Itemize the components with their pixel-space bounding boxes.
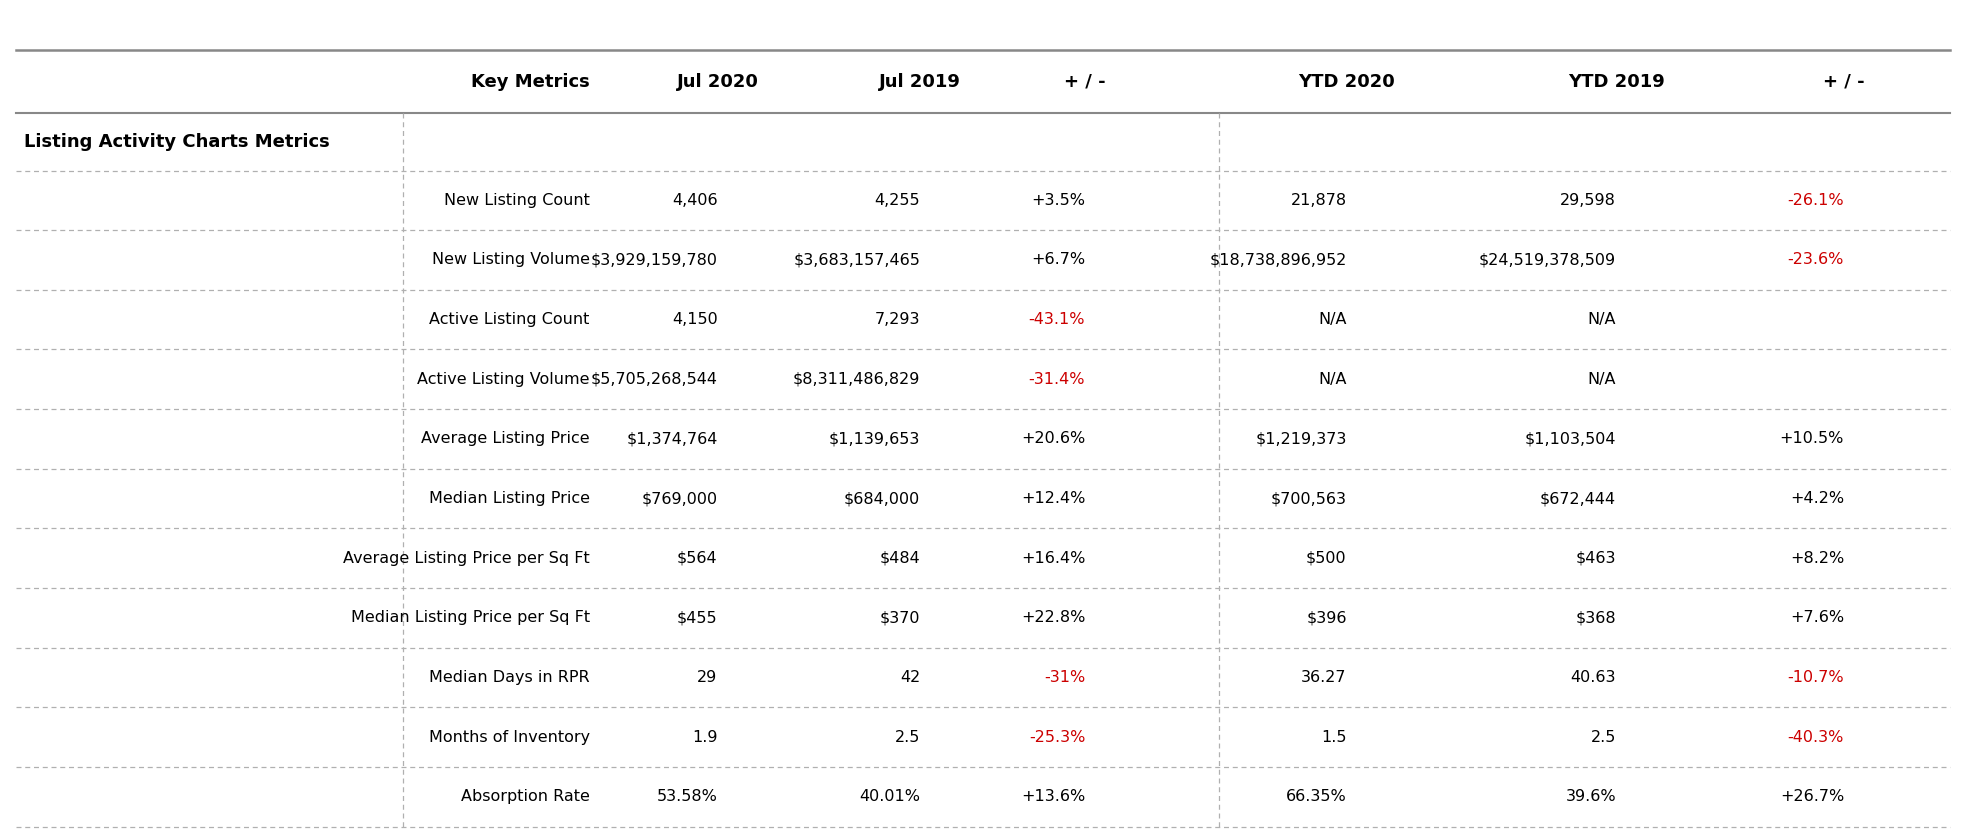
Text: -23.6%: -23.6%	[1787, 253, 1844, 267]
Text: YTD 2020: YTD 2020	[1298, 73, 1396, 91]
Text: 21,878: 21,878	[1290, 193, 1347, 207]
Text: Median Days in RPR: Median Days in RPR	[429, 670, 590, 685]
Text: $370: $370	[879, 611, 920, 625]
Text: 40.63: 40.63	[1571, 670, 1616, 685]
Text: New Listing Volume: New Listing Volume	[433, 253, 590, 267]
Text: Active Listing Count: Active Listing Count	[429, 312, 590, 327]
Text: 29,598: 29,598	[1561, 193, 1616, 207]
Text: 2.5: 2.5	[1590, 730, 1616, 744]
Text: Key Metrics: Key Metrics	[472, 73, 590, 91]
Text: $368: $368	[1575, 611, 1616, 625]
Text: Listing Activity Charts Metrics: Listing Activity Charts Metrics	[24, 133, 330, 151]
Text: $5,705,268,544: $5,705,268,544	[590, 372, 718, 386]
Text: Jul 2019: Jul 2019	[879, 73, 961, 91]
Text: +3.5%: +3.5%	[1032, 193, 1085, 207]
Text: $463: $463	[1575, 551, 1616, 565]
Text: -25.3%: -25.3%	[1028, 730, 1085, 744]
Text: $1,103,504: $1,103,504	[1524, 432, 1616, 446]
Text: + / -: + / -	[1822, 73, 1866, 91]
Text: $396: $396	[1305, 611, 1347, 625]
Text: $672,444: $672,444	[1539, 491, 1616, 506]
Text: $455: $455	[676, 611, 718, 625]
Text: -43.1%: -43.1%	[1028, 312, 1085, 327]
Text: $8,311,486,829: $8,311,486,829	[792, 372, 920, 386]
Text: Jul 2020: Jul 2020	[676, 73, 759, 91]
Text: $24,519,378,509: $24,519,378,509	[1478, 253, 1616, 267]
Text: +26.7%: +26.7%	[1779, 790, 1844, 804]
Text: -31.4%: -31.4%	[1028, 372, 1085, 386]
Text: $3,683,157,465: $3,683,157,465	[792, 253, 920, 267]
Text: Months of Inventory: Months of Inventory	[429, 730, 590, 744]
Text: 36.27: 36.27	[1301, 670, 1347, 685]
Text: Average Listing Price per Sq Ft: Average Listing Price per Sq Ft	[342, 551, 590, 565]
Text: +8.2%: +8.2%	[1789, 551, 1844, 565]
Text: 4,150: 4,150	[672, 312, 718, 327]
Text: $484: $484	[879, 551, 920, 565]
Text: N/A: N/A	[1319, 372, 1347, 386]
Text: -10.7%: -10.7%	[1787, 670, 1844, 685]
Text: 1.5: 1.5	[1321, 730, 1347, 744]
Text: $1,139,653: $1,139,653	[830, 432, 920, 446]
Text: $684,000: $684,000	[843, 491, 920, 506]
Text: 4,255: 4,255	[875, 193, 920, 207]
Text: 1.9: 1.9	[692, 730, 718, 744]
Text: 29: 29	[698, 670, 718, 685]
Text: 7,293: 7,293	[875, 312, 920, 327]
Text: Median Listing Price: Median Listing Price	[429, 491, 590, 506]
Text: $500: $500	[1305, 551, 1347, 565]
Text: +10.5%: +10.5%	[1779, 432, 1844, 446]
Text: N/A: N/A	[1589, 312, 1616, 327]
Text: +20.6%: +20.6%	[1020, 432, 1085, 446]
Text: -40.3%: -40.3%	[1787, 730, 1844, 744]
Text: $1,219,373: $1,219,373	[1256, 432, 1347, 446]
Text: New Listing Count: New Listing Count	[444, 193, 590, 207]
Text: 53.58%: 53.58%	[657, 790, 718, 804]
Text: +22.8%: +22.8%	[1020, 611, 1085, 625]
Text: 66.35%: 66.35%	[1286, 790, 1347, 804]
Text: +13.6%: +13.6%	[1020, 790, 1085, 804]
Text: 4,406: 4,406	[672, 193, 718, 207]
Text: $3,929,159,780: $3,929,159,780	[590, 253, 718, 267]
Text: $1,374,764: $1,374,764	[627, 432, 718, 446]
Text: N/A: N/A	[1589, 372, 1616, 386]
Text: $18,738,896,952: $18,738,896,952	[1209, 253, 1347, 267]
Text: YTD 2019: YTD 2019	[1567, 73, 1665, 91]
Text: N/A: N/A	[1319, 312, 1347, 327]
Text: -26.1%: -26.1%	[1787, 193, 1844, 207]
Text: $769,000: $769,000	[641, 491, 718, 506]
Text: +4.2%: +4.2%	[1789, 491, 1844, 506]
Text: 2.5: 2.5	[895, 730, 920, 744]
Text: Active Listing Volume: Active Listing Volume	[417, 372, 590, 386]
Text: Absorption Rate: Absorption Rate	[460, 790, 590, 804]
Text: $564: $564	[676, 551, 718, 565]
Text: 40.01%: 40.01%	[859, 790, 920, 804]
Text: +16.4%: +16.4%	[1020, 551, 1085, 565]
Text: Average Listing Price: Average Listing Price	[421, 432, 590, 446]
Text: +7.6%: +7.6%	[1789, 611, 1844, 625]
Text: + / -: + / -	[1064, 73, 1107, 91]
Text: +12.4%: +12.4%	[1020, 491, 1085, 506]
Text: 42: 42	[900, 670, 920, 685]
Text: 39.6%: 39.6%	[1565, 790, 1616, 804]
Text: Median Listing Price per Sq Ft: Median Listing Price per Sq Ft	[350, 611, 590, 625]
Text: +6.7%: +6.7%	[1030, 253, 1085, 267]
Text: -31%: -31%	[1044, 670, 1085, 685]
Text: $700,563: $700,563	[1270, 491, 1347, 506]
